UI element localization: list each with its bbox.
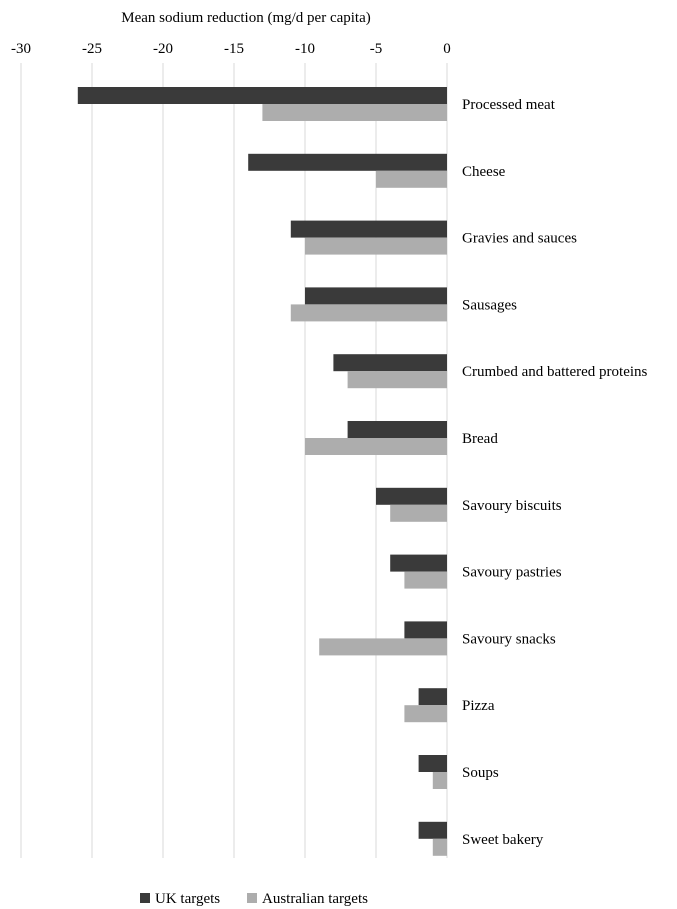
category-label: Savoury pastries <box>462 565 562 581</box>
x-tick-label: -30 <box>11 41 31 57</box>
category-label: Savoury biscuits <box>462 498 562 514</box>
bar-australian <box>305 438 447 455</box>
bar-uk <box>248 153 447 171</box>
legend-label: Australian targets <box>262 891 368 907</box>
legend-label: UK targets <box>155 891 220 907</box>
bar-uk <box>418 755 447 772</box>
bar-australian <box>347 371 447 389</box>
x-tick-label: -20 <box>153 41 173 57</box>
bar-uk <box>418 821 447 839</box>
legend-swatch <box>247 893 257 903</box>
bar-australian <box>404 705 447 723</box>
bar-uk <box>333 354 447 372</box>
x-axis-ticks: -30 -25 -20 -15 -10 -5 0 <box>11 41 451 57</box>
bar-australian <box>262 104 447 121</box>
category-label: Savoury snacks <box>462 631 556 647</box>
category-label: Cheese <box>462 164 506 180</box>
bar-uk <box>376 487 447 505</box>
bar-uk <box>77 87 448 104</box>
bar-uk <box>347 421 447 438</box>
category-label: Crumbed and battered proteins <box>462 364 648 380</box>
category-label: Processed meat <box>462 97 556 113</box>
category-label: Soups <box>462 765 499 781</box>
bar-australian <box>305 237 447 255</box>
x-axis-title: Mean sodium reduction (mg/d per capita) <box>121 10 371 26</box>
category-label: Bread <box>462 431 498 447</box>
category-label: Gravies and sauces <box>462 231 577 247</box>
bar-australian <box>376 170 447 188</box>
x-tick-label: -25 <box>82 41 102 57</box>
category-labels: Processed meat Cheese Gravies and sauces Sa… <box>462 97 648 848</box>
legend-swatch <box>140 893 150 903</box>
bars <box>77 87 448 856</box>
bar-uk <box>404 621 447 639</box>
x-tick-label: 0 <box>443 41 451 57</box>
category-label: Sausages <box>462 297 517 313</box>
category-label: Pizza <box>462 698 495 714</box>
bar-australian <box>319 638 447 656</box>
legend: UK targets Australian targets <box>140 891 368 907</box>
bar-australian <box>432 772 447 789</box>
x-tick-label: -5 <box>370 41 383 57</box>
bar-uk <box>305 287 447 305</box>
bar-uk <box>290 220 447 238</box>
bar-australian <box>404 571 447 589</box>
bar-uk <box>418 688 447 706</box>
x-tick-label: -15 <box>224 41 244 57</box>
bar-uk <box>390 554 447 572</box>
bar-australian <box>290 304 447 322</box>
bar-australian <box>432 838 447 856</box>
x-tick-label: -10 <box>295 41 315 57</box>
gridlines <box>20 63 448 858</box>
bar-australian <box>390 504 447 522</box>
category-label: Sweet bakery <box>462 832 544 848</box>
